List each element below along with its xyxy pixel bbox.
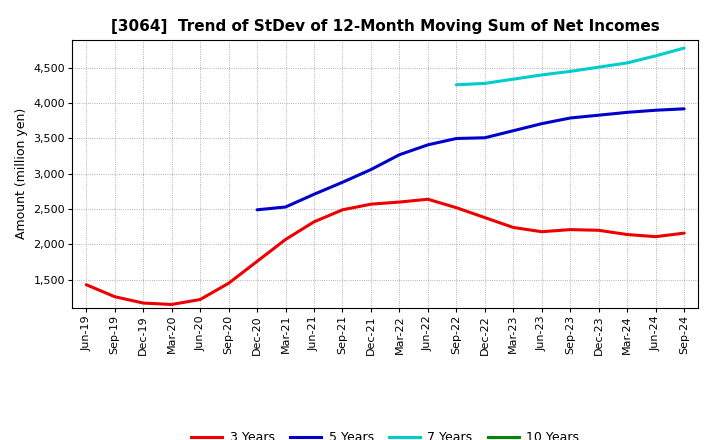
Legend: 3 Years, 5 Years, 7 Years, 10 Years: 3 Years, 5 Years, 7 Years, 10 Years [186,426,585,440]
Title: [3064]  Trend of StDev of 12-Month Moving Sum of Net Incomes: [3064] Trend of StDev of 12-Month Moving… [111,19,660,34]
Y-axis label: Amount (million yen): Amount (million yen) [15,108,28,239]
